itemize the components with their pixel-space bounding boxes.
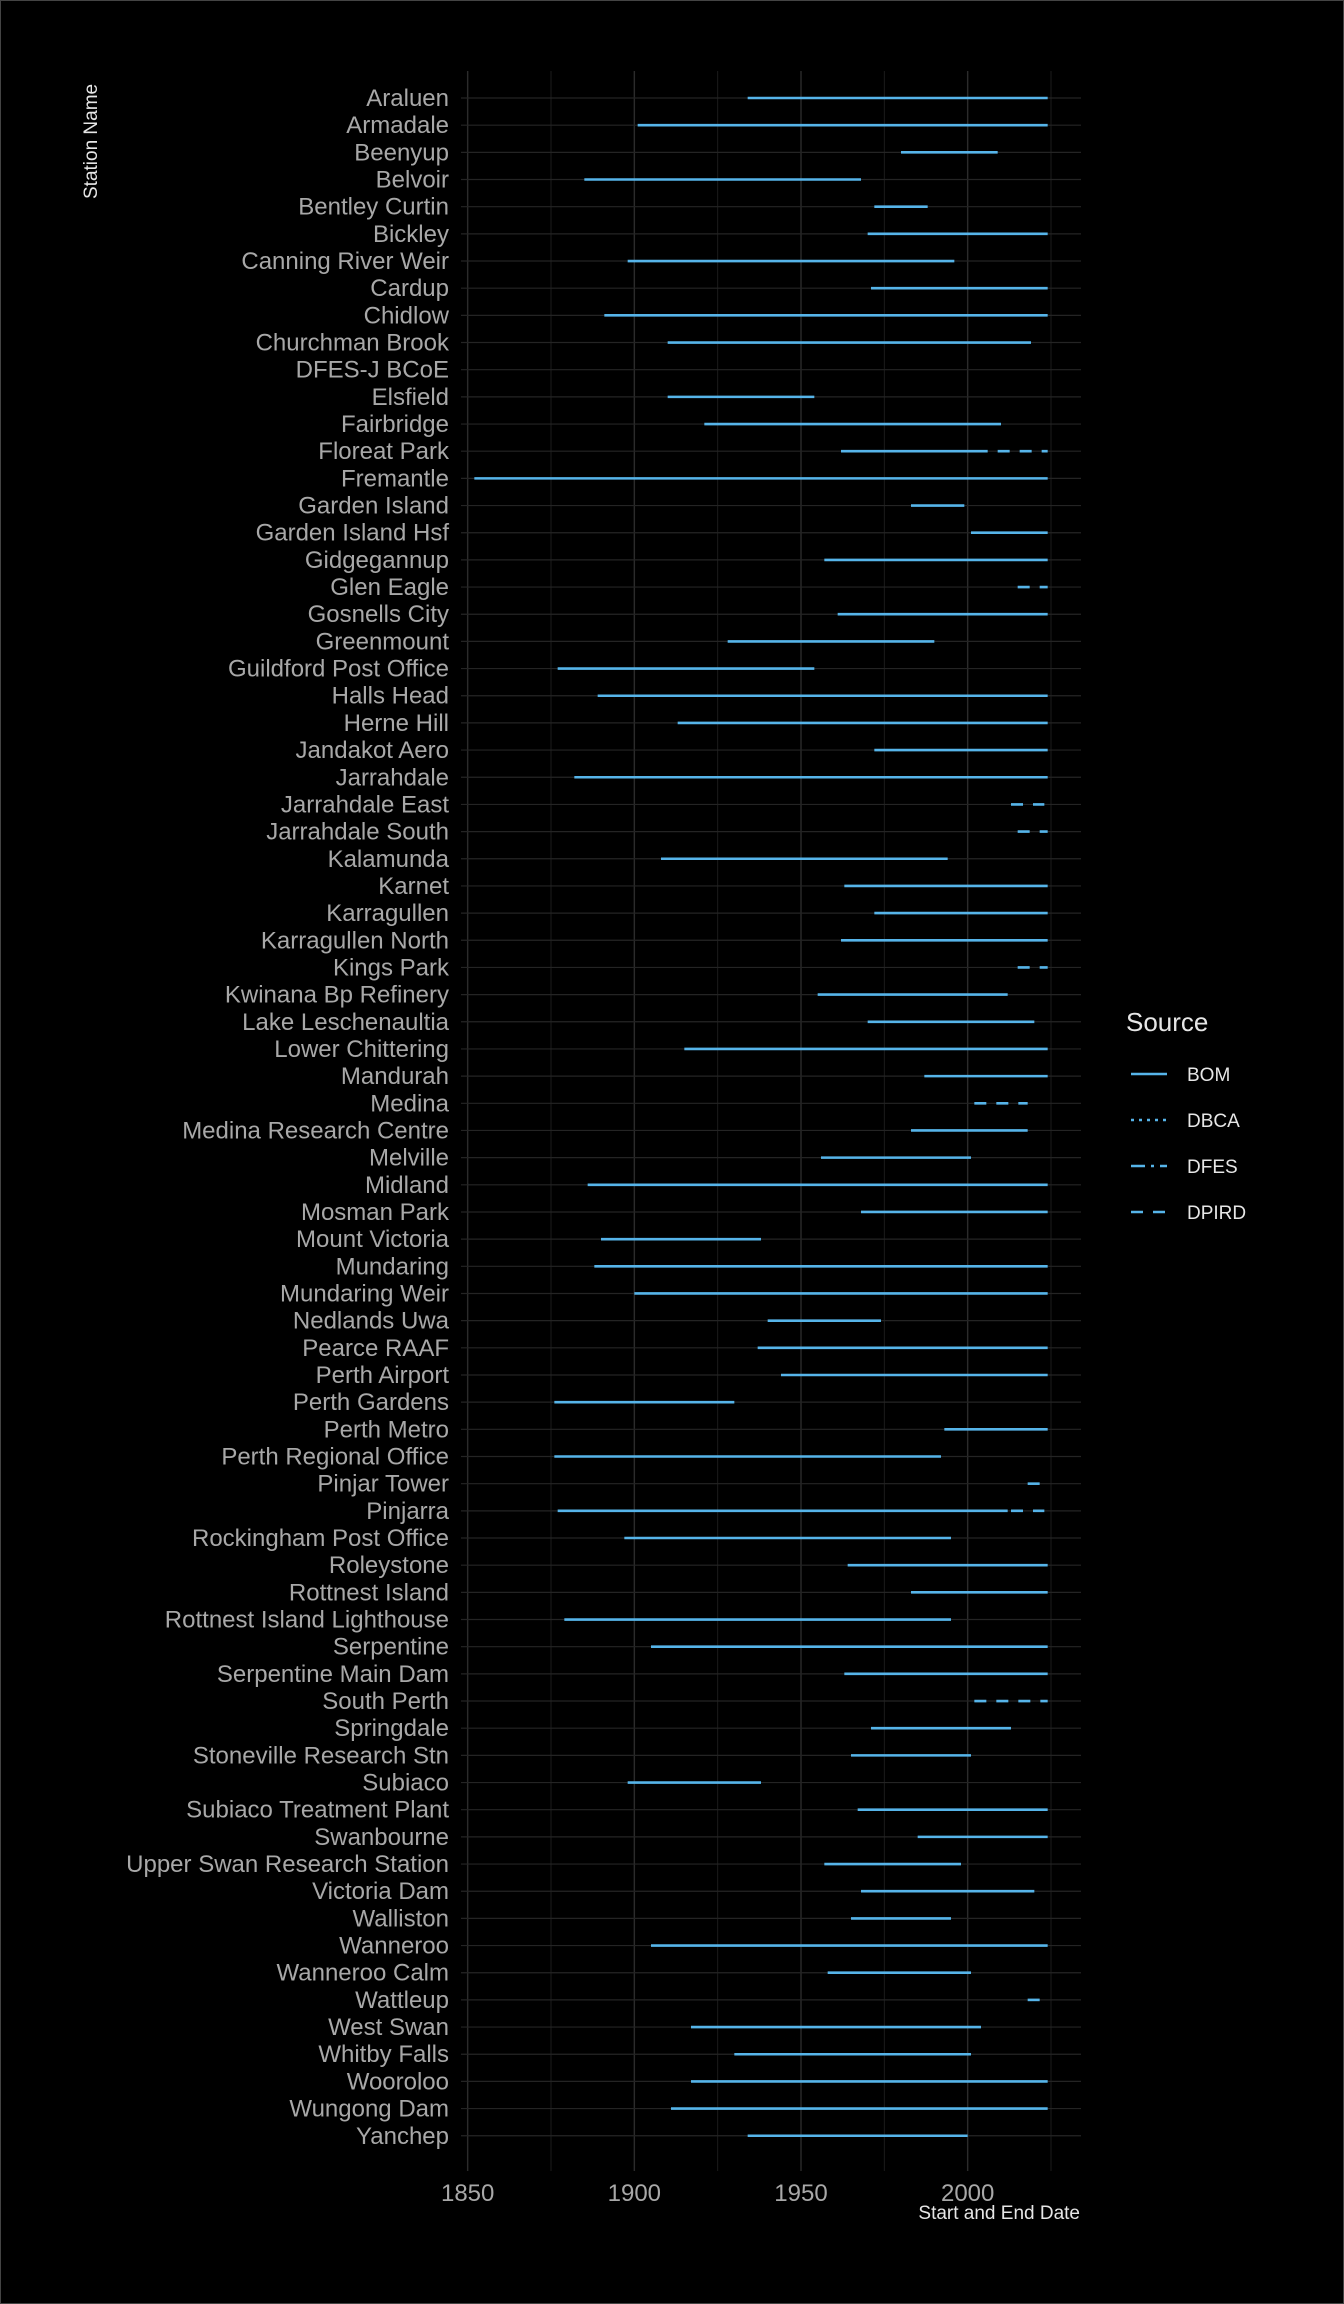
station-label: Jarrahdale	[336, 764, 449, 791]
station-label: Pearce RAAF	[302, 1335, 449, 1362]
x-tick-label: 1900	[608, 2180, 661, 2207]
station-label: Fremantle	[341, 465, 449, 492]
station-label: Rottnest Island Lighthouse	[165, 1607, 449, 1634]
legend-label-bom: BOM	[1187, 1065, 1230, 1086]
station-label: Kalamunda	[328, 846, 450, 873]
station-label: Perth Airport	[316, 1362, 450, 1389]
station-label: Mosman Park	[301, 1199, 450, 1226]
station-label: Midland	[365, 1172, 449, 1199]
station-label: Karragullen	[326, 900, 449, 927]
station-label: Gosnells City	[308, 601, 449, 628]
station-label: Subiaco Treatment Plant	[186, 1797, 449, 1824]
legend: Source BOM DBCA DFES DPIRD	[1126, 1007, 1246, 1224]
station-label: Wanneroo	[339, 1933, 449, 1960]
x-tick-labels: 1850 1900 1950 2000	[441, 2180, 994, 2207]
station-label: DFES-J BCoE	[296, 357, 449, 384]
station-label: Mundaring	[336, 1253, 449, 1280]
station-label: Medina	[370, 1090, 449, 1117]
station-label: Bentley Curtin	[298, 194, 449, 221]
station-label: Medina Research Centre	[182, 1117, 449, 1144]
station-label: South Perth	[322, 1688, 449, 1715]
station-label: Jarrahdale South	[266, 819, 449, 846]
station-label: Karnet	[378, 873, 449, 900]
station-label: Karragullen North	[261, 927, 449, 954]
station-label: Perth Regional Office	[221, 1444, 449, 1471]
station-label: Perth Metro	[324, 1416, 449, 1443]
station-segments	[474, 96, 1048, 2138]
station-label: Elsfield	[372, 384, 449, 411]
station-label: Walliston	[353, 1905, 449, 1932]
station-label: Whitby Falls	[318, 2041, 449, 2068]
station-label: Canning River Weir	[241, 248, 449, 275]
station-label: Guildford Post Office	[228, 656, 449, 683]
station-label: Perth Gardens	[293, 1389, 449, 1416]
station-label: Churchman Brook	[256, 330, 450, 357]
station-label: Garden Island Hsf	[256, 520, 450, 547]
station-label: Belvoir	[376, 167, 449, 194]
station-label: Wattleup	[355, 1987, 449, 2014]
station-label: Pinjarra	[366, 1498, 449, 1525]
station-label: Beenyup	[354, 139, 449, 166]
station-label: Mount Victoria	[296, 1226, 450, 1253]
station-label: Swanbourne	[314, 1824, 449, 1851]
y-axis-title: Station Name	[81, 84, 102, 199]
legend-label-dpird: DPIRD	[1187, 1203, 1246, 1224]
station-label: Jarrahdale East	[281, 791, 449, 818]
station-label: Bickley	[373, 221, 449, 248]
station-label: Gidgegannup	[305, 547, 449, 574]
legend-title: Source	[1126, 1007, 1208, 1037]
station-label: Kings Park	[333, 954, 450, 981]
station-label: Garden Island	[298, 493, 449, 520]
station-label: Herne Hill	[344, 710, 449, 737]
station-label: Rottnest Island	[289, 1579, 449, 1606]
station-label: Jandakot Aero	[296, 737, 449, 764]
station-label: Cardup	[370, 275, 449, 302]
station-label: Fairbridge	[341, 411, 449, 438]
station-label: Lake Leschenaultia	[242, 1009, 449, 1036]
station-label: Rockingham Post Office	[192, 1525, 449, 1552]
station-label: Upper Swan Research Station	[126, 1851, 449, 1878]
station-label: Greenmount	[316, 628, 450, 655]
station-label: Subiaco	[362, 1770, 449, 1797]
x-tick-label: 2000	[941, 2180, 994, 2207]
station-label: Chidlow	[364, 302, 450, 329]
station-label: Glen Eagle	[330, 574, 449, 601]
station-label: Victoria Dam	[312, 1878, 449, 1905]
station-label: West Swan	[328, 2014, 449, 2041]
station-label: Floreat Park	[318, 438, 450, 465]
x-axis-title: Start and End Date	[918, 2203, 1080, 2224]
station-label: Nedlands Uwa	[293, 1308, 450, 1335]
station-label: Serpentine	[333, 1634, 449, 1661]
station-label: Wungong Dam	[289, 2096, 449, 2123]
x-tick-label: 1950	[774, 2180, 827, 2207]
station-label: Melville	[369, 1145, 449, 1172]
station-label: Wanneroo Calm	[276, 1960, 449, 1987]
station-label: Roleystone	[329, 1552, 449, 1579]
x-tick-label: 1850	[441, 2180, 494, 2207]
station-label: Halls Head	[332, 683, 449, 710]
legend-label-dfes: DFES	[1187, 1157, 1238, 1178]
station-label: Wooroloo	[347, 2068, 449, 2095]
station-label: Araluen	[366, 85, 449, 112]
station-label: Mandurah	[341, 1063, 449, 1090]
station-label: Pinjar Tower	[317, 1471, 449, 1498]
station-label: Armadale	[346, 112, 449, 139]
station-label: Lower Chittering	[274, 1036, 449, 1063]
station-label: Springdale	[334, 1715, 449, 1742]
station-label: Stoneville Research Stn	[193, 1742, 449, 1769]
grid	[461, 71, 1081, 2171]
station-label: Kwinana Bp Refinery	[225, 982, 449, 1009]
station-label: Yanchep	[356, 2123, 449, 2150]
legend-label-dbca: DBCA	[1187, 1111, 1240, 1132]
station-label: Mundaring Weir	[280, 1280, 449, 1307]
station-label: Serpentine Main Dam	[217, 1661, 449, 1688]
